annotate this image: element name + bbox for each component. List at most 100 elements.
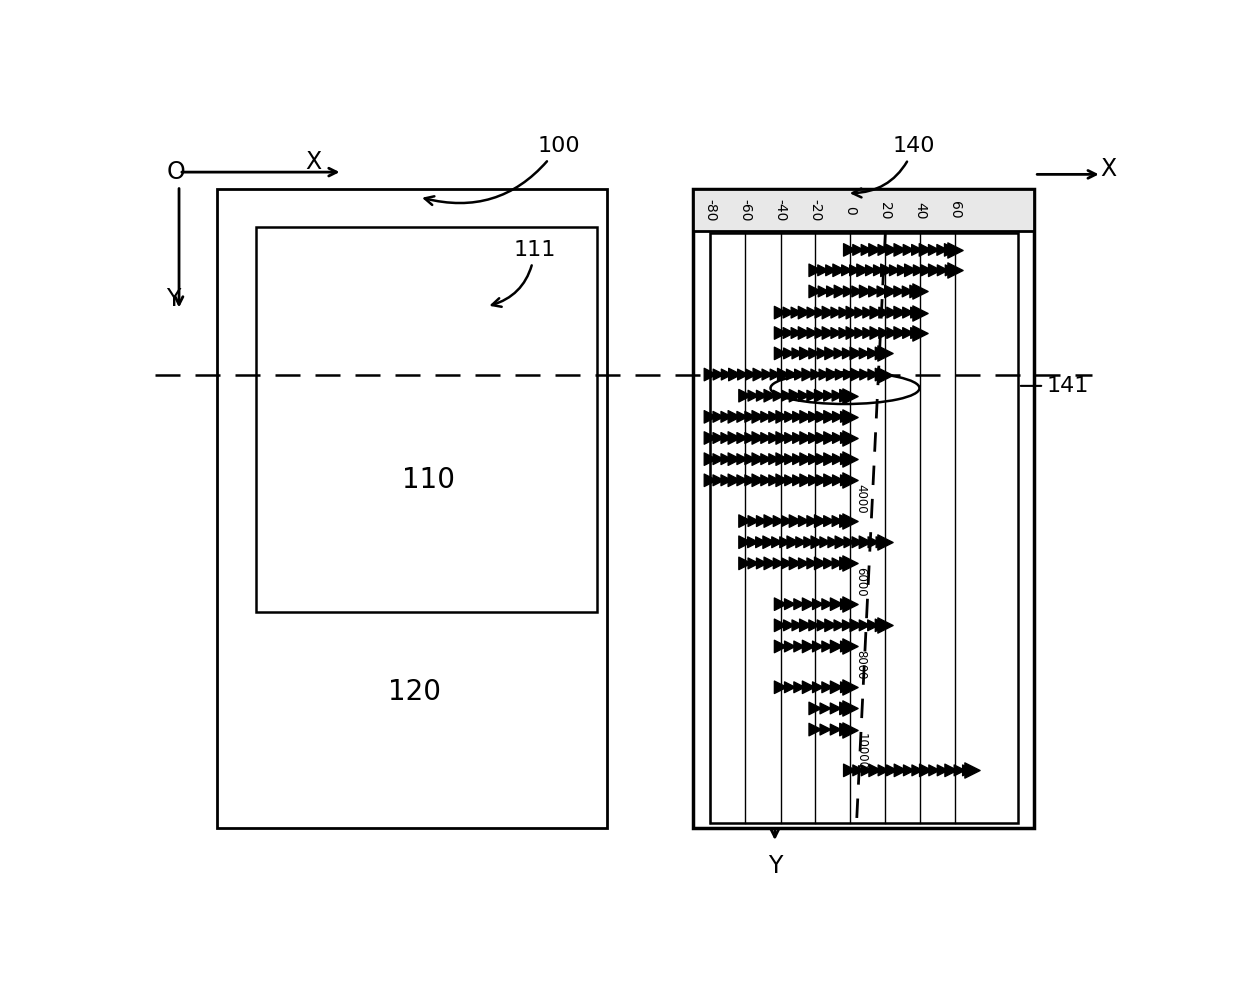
Point <box>821 617 841 633</box>
Point <box>839 387 859 403</box>
Point <box>916 263 936 279</box>
Point <box>740 409 760 425</box>
Point <box>822 284 842 299</box>
Point <box>906 325 926 340</box>
Point <box>842 305 862 321</box>
Point <box>898 284 918 299</box>
Point <box>805 473 825 489</box>
Point <box>813 263 833 279</box>
Point <box>839 409 859 425</box>
Point <box>815 367 835 383</box>
Point <box>805 617 825 633</box>
Point <box>867 325 887 340</box>
Point <box>839 722 859 738</box>
Point <box>851 325 870 340</box>
Point <box>875 345 895 361</box>
Point <box>780 409 800 425</box>
Point <box>910 305 930 321</box>
Point <box>724 451 744 467</box>
Point <box>872 345 892 361</box>
Bar <box>711 232 1018 823</box>
Point <box>924 762 944 778</box>
Point <box>816 535 836 550</box>
Point <box>863 535 883 550</box>
Point <box>836 596 856 612</box>
Point <box>839 762 859 778</box>
Point <box>827 387 847 403</box>
Point <box>893 263 913 279</box>
Point <box>771 680 791 696</box>
Text: Y: Y <box>166 287 181 311</box>
Point <box>717 409 737 425</box>
Point <box>827 639 847 654</box>
Point <box>909 263 929 279</box>
Point <box>811 513 831 529</box>
Point <box>708 430 728 445</box>
Point <box>756 409 776 425</box>
Point <box>836 430 856 445</box>
Point <box>808 596 828 612</box>
Point <box>962 762 982 778</box>
Point <box>826 722 846 738</box>
Point <box>836 473 856 489</box>
Point <box>908 762 928 778</box>
Point <box>774 367 794 383</box>
Point <box>799 367 818 383</box>
Text: X: X <box>305 149 321 174</box>
Point <box>916 762 936 778</box>
Point <box>812 345 832 361</box>
Point <box>890 305 910 321</box>
Point <box>812 430 832 445</box>
Point <box>805 722 825 738</box>
Point <box>764 430 784 445</box>
Point <box>924 242 944 258</box>
Point <box>708 409 728 425</box>
Point <box>890 325 910 340</box>
Point <box>908 242 928 258</box>
Point <box>889 284 909 299</box>
Point <box>791 535 811 550</box>
Point <box>779 325 799 340</box>
Point <box>836 555 856 571</box>
Point <box>875 367 895 383</box>
Text: 110: 110 <box>403 466 455 494</box>
Point <box>882 762 901 778</box>
Point <box>771 345 791 361</box>
Point <box>839 700 859 716</box>
Point <box>769 555 789 571</box>
Point <box>771 305 791 321</box>
Point <box>890 242 910 258</box>
Point <box>839 535 859 550</box>
Point <box>789 473 808 489</box>
Point <box>863 617 883 633</box>
Text: 0: 0 <box>843 206 857 215</box>
Point <box>950 762 970 778</box>
Point <box>787 617 807 633</box>
Point <box>725 367 745 383</box>
Point <box>872 535 892 550</box>
Text: -60: -60 <box>738 199 751 222</box>
Point <box>717 473 737 489</box>
Point <box>839 680 859 696</box>
Point <box>701 367 720 383</box>
Point <box>771 596 791 612</box>
Point <box>701 409 720 425</box>
Point <box>805 451 825 467</box>
Point <box>831 367 851 383</box>
Point <box>775 535 795 550</box>
Point <box>813 284 833 299</box>
Point <box>874 762 894 778</box>
Point <box>883 325 903 340</box>
Point <box>796 409 816 425</box>
Point <box>807 535 827 550</box>
Point <box>796 617 816 633</box>
Point <box>786 325 806 340</box>
Point <box>875 535 895 550</box>
Point <box>882 242 901 258</box>
Point <box>766 367 786 383</box>
Point <box>799 639 818 654</box>
Point <box>856 535 875 550</box>
Point <box>835 305 854 321</box>
Point <box>836 639 856 654</box>
Text: 4000: 4000 <box>854 484 868 514</box>
